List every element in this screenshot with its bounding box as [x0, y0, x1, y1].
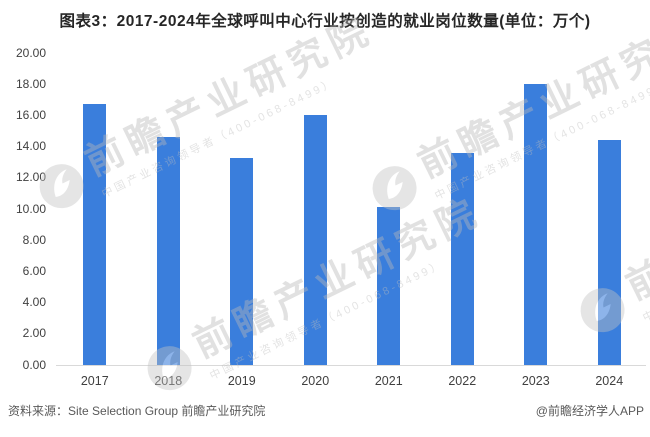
bar-column-2017: 2017 — [58, 53, 132, 388]
bar-2020 — [303, 115, 327, 365]
y-tick-label: 10.00 — [15, 201, 46, 216]
bar-column-2023: 2023 — [499, 53, 573, 388]
x-tick-label: 2021 — [374, 374, 403, 388]
bar-2018 — [156, 137, 180, 365]
chart-title: 图表3：2017-2024年全球呼叫中心行业按创造的就业岗位数量(单位：万个) — [59, 13, 591, 30]
x-tick-label: 2018 — [154, 374, 183, 388]
bar-2021 — [377, 207, 401, 365]
bar-2019 — [230, 157, 254, 365]
x-axis-line — [56, 365, 646, 366]
x-tick-label: 2019 — [227, 374, 256, 388]
bar-2024 — [597, 140, 621, 365]
y-axis: 0.00 2.00 4.00 6.00 8.00 10.00 12.00 14.00 16.00… — [0, 46, 48, 372]
y-tick-label: 8.00 — [22, 232, 46, 247]
x-tick-label: 2024 — [595, 374, 624, 388]
bar-column-2020: 2020 — [279, 53, 353, 388]
y-tick-label: 6.00 — [22, 263, 46, 278]
bar-column-2018: 2018 — [132, 53, 206, 388]
source-note: 资料来源：Site Selection Group 前瞻产业研究院 — [8, 404, 266, 418]
bar-2023 — [524, 84, 548, 365]
x-tick-label: 2022 — [448, 374, 477, 388]
y-tick-label: 12.00 — [15, 170, 46, 185]
x-tick-label: 2017 — [80, 374, 109, 388]
x-tick-label: 2023 — [521, 374, 550, 388]
y-tick-label: 4.00 — [22, 295, 46, 310]
plot-columns: 2017 2018 2019 2020 2021 2022 2023 2024 — [58, 53, 647, 388]
x-tick-label: 2020 — [301, 374, 330, 388]
credit-note: @前瞻经济学人APP — [535, 404, 644, 418]
y-tick-label: 16.00 — [15, 107, 46, 122]
bar-2017 — [83, 104, 107, 365]
y-tick-label: 2.00 — [22, 326, 46, 341]
y-tick-label: 18.00 — [15, 76, 46, 91]
y-tick-label: 0.00 — [22, 357, 46, 372]
bar-column-2019: 2019 — [205, 53, 279, 388]
bar-column-2024: 2024 — [573, 53, 647, 388]
y-tick-label: 20.00 — [15, 45, 46, 60]
plot-area: 2017 2018 2019 2020 2021 2022 2023 2024 — [56, 53, 647, 388]
y-tick-label: 14.00 — [15, 139, 46, 154]
bar-column-2021: 2021 — [352, 53, 426, 388]
bar-column-2022: 2022 — [426, 53, 500, 388]
bar-2022 — [450, 152, 474, 365]
